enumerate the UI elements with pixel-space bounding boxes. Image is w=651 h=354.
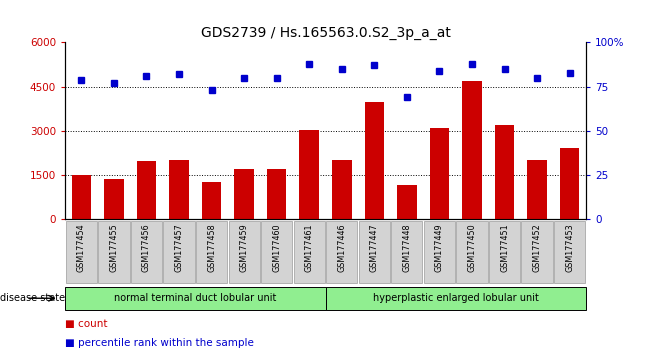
Text: normal terminal duct lobular unit: normal terminal duct lobular unit	[114, 293, 277, 303]
Text: GSM177450: GSM177450	[467, 223, 477, 272]
Text: GSM177447: GSM177447	[370, 223, 379, 272]
Text: ■ count: ■ count	[65, 319, 107, 329]
Text: GSM177453: GSM177453	[565, 223, 574, 272]
Text: GSM177461: GSM177461	[305, 223, 314, 272]
Text: GSM177458: GSM177458	[207, 223, 216, 272]
Bar	[299, 130, 319, 219]
Text: GSM177454: GSM177454	[77, 223, 86, 272]
Bar	[462, 81, 482, 219]
Bar	[332, 160, 352, 219]
Text: GSM177457: GSM177457	[174, 223, 184, 272]
Bar	[527, 160, 547, 219]
Text: disease state: disease state	[0, 293, 65, 303]
Bar	[202, 182, 221, 219]
Text: GSM177459: GSM177459	[240, 223, 249, 272]
Bar	[234, 169, 254, 219]
Text: GSM177452: GSM177452	[533, 223, 542, 272]
Text: GSM177460: GSM177460	[272, 223, 281, 272]
Bar	[365, 102, 384, 219]
Text: hyperplastic enlarged lobular unit: hyperplastic enlarged lobular unit	[373, 293, 538, 303]
Title: GDS2739 / Hs.165563.0.S2_3p_a_at: GDS2739 / Hs.165563.0.S2_3p_a_at	[201, 26, 450, 40]
Text: GSM177456: GSM177456	[142, 223, 151, 272]
Bar	[137, 161, 156, 219]
Bar	[560, 148, 579, 219]
Text: GSM177455: GSM177455	[109, 223, 118, 272]
Text: GSM177448: GSM177448	[402, 223, 411, 272]
Bar	[104, 179, 124, 219]
Text: GSM177449: GSM177449	[435, 223, 444, 272]
Bar	[430, 128, 449, 219]
Bar	[397, 185, 417, 219]
Bar	[267, 169, 286, 219]
Bar	[72, 175, 91, 219]
Text: GSM177446: GSM177446	[337, 223, 346, 272]
Bar	[495, 125, 514, 219]
Text: ■ percentile rank within the sample: ■ percentile rank within the sample	[65, 338, 254, 348]
Text: GSM177451: GSM177451	[500, 223, 509, 272]
Bar	[169, 160, 189, 219]
